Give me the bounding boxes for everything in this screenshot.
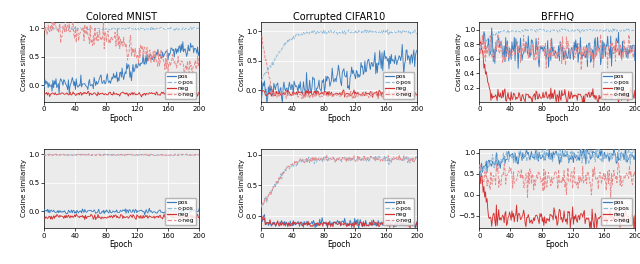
Legend: pos, c-pos, neg, c-neg: pos, c-pos, neg, c-neg: [601, 198, 632, 225]
X-axis label: Epoch: Epoch: [109, 240, 133, 249]
X-axis label: Epoch: Epoch: [545, 240, 569, 249]
Title: Corrupted CIFAR10: Corrupted CIFAR10: [293, 12, 385, 22]
Y-axis label: Cosine similarity: Cosine similarity: [20, 159, 27, 218]
Y-axis label: Cosine similarity: Cosine similarity: [239, 33, 244, 91]
Legend: pos, c-pos, neg, c-neg: pos, c-pos, neg, c-neg: [383, 72, 414, 99]
Y-axis label: Cosine similarity: Cosine similarity: [456, 33, 463, 91]
X-axis label: Epoch: Epoch: [328, 114, 351, 123]
Legend: pos, c-pos, neg, c-neg: pos, c-pos, neg, c-neg: [165, 198, 196, 225]
Title: BFFHQ: BFFHQ: [541, 12, 573, 22]
X-axis label: Epoch: Epoch: [328, 240, 351, 249]
X-axis label: Epoch: Epoch: [545, 114, 569, 123]
Legend: pos, c-pos, neg, c-neg: pos, c-pos, neg, c-neg: [165, 72, 196, 99]
Y-axis label: Cosine similarity: Cosine similarity: [451, 159, 457, 218]
Title: Colored MNIST: Colored MNIST: [86, 12, 157, 22]
Y-axis label: Cosine similarity: Cosine similarity: [20, 33, 27, 91]
Legend: pos, c-pos, neg, c-neg: pos, c-pos, neg, c-neg: [383, 198, 414, 225]
Legend: pos, c-pos, neg, c-neg: pos, c-pos, neg, c-neg: [601, 72, 632, 99]
Y-axis label: Cosine similarity: Cosine similarity: [239, 159, 244, 218]
X-axis label: Epoch: Epoch: [109, 114, 133, 123]
